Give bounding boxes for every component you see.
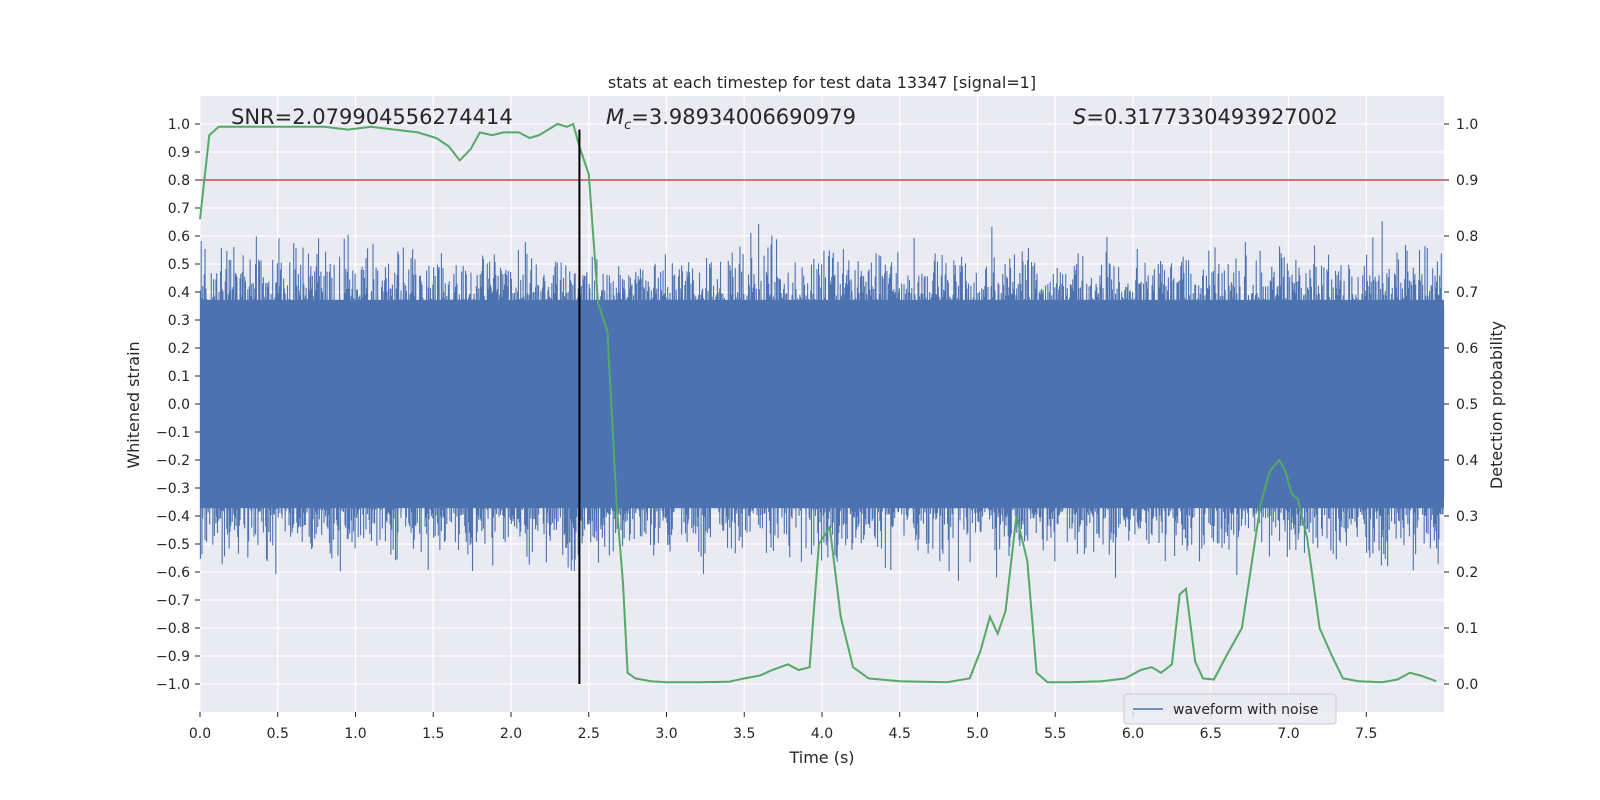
x-tick-label: 5.5 (1044, 726, 1066, 742)
y-right-tick-label: 1.0 (1456, 117, 1478, 133)
y-tick-label: −0.9 (156, 649, 190, 665)
y-tick-label: 1.0 (168, 117, 190, 133)
legend-box (1123, 693, 1337, 725)
waveform-trace (199, 221, 1445, 581)
x-tick-label: 0.0 (189, 726, 211, 742)
y-right-tick-label: 0.6 (1456, 341, 1478, 357)
x-tick-label: 4.5 (889, 726, 911, 742)
s-annotation: S=0.3177330493927002 (1073, 105, 1338, 129)
y-tick-label: 0.1 (168, 369, 190, 385)
y-tick-label: 0.6 (168, 229, 190, 245)
snr-annotation: SNR=2.079904556274414 (231, 105, 513, 129)
y-right-tick-label: 0.9 (1456, 173, 1478, 189)
s-value: =0.3177330493927002 (1086, 105, 1337, 129)
s-symbol: S (1073, 105, 1086, 129)
y-right-tick-label: 0.0 (1456, 677, 1478, 693)
x-tick-label: 5.0 (966, 726, 988, 742)
chirp-mass-annotation: Mc=3.98934006690979 (606, 105, 856, 133)
legend-label: waveform with noise (1173, 702, 1318, 718)
waveform-with-noise (199, 221, 1445, 581)
y-axis-ticks: 1.0 0.9 0.8 0.7 0.6 0.5 0.4 0.3 0.2 0.1 0.0 −0.1 −0.… (156, 117, 200, 693)
x-tick-label: 1.5 (422, 726, 444, 742)
y-tick-label: −0.2 (156, 453, 190, 469)
y-right-tick-label: 0.1 (1456, 621, 1478, 637)
x-tick-label: 0.5 (267, 726, 289, 742)
y-tick-label: −0.6 (156, 565, 190, 581)
y-tick-label: 0.9 (168, 145, 190, 161)
y-right-axis-label: Detection probability (1487, 321, 1506, 489)
x-tick-label: 6.5 (1200, 726, 1222, 742)
chart-title: stats at each timestep for test data 133… (608, 73, 1036, 92)
x-tick-label: 1.0 (344, 726, 366, 742)
y-tick-label: −0.7 (156, 593, 190, 609)
x-tick-label: 3.5 (733, 726, 755, 742)
y-right-tick-label: 0.2 (1456, 565, 1478, 581)
y-right-tick-label: 0.3 (1456, 509, 1478, 525)
y-right-tick-label: 0.4 (1456, 453, 1478, 469)
y-right-tick-label: 0.5 (1456, 397, 1478, 413)
y-tick-label: 0.2 (168, 341, 190, 357)
x-tick-label: 7.5 (1355, 726, 1377, 742)
y-right-tick-label: 0.8 (1456, 229, 1478, 245)
chirp-mass-value: =3.98934006690979 (631, 105, 856, 129)
y-tick-label: −0.3 (156, 481, 190, 497)
y-tick-label: −0.4 (156, 509, 190, 525)
x-axis-ticks: 0.0 0.5 1.0 1.5 2.0 2.5 3.0 3.5 4.0 4.5 5.0 5.5 6.0 6… (189, 712, 1377, 742)
y-tick-label: 0.7 (168, 201, 190, 217)
chirp-mass-subscript: c (624, 118, 631, 133)
detection-probability-line (199, 122, 1437, 684)
y-tick-label: −0.5 (156, 537, 190, 553)
y-axis-label: Whitened strain (124, 341, 143, 468)
y-right-tick-label: 0.7 (1456, 285, 1478, 301)
x-axis-label: Time (s) (788, 748, 854, 767)
y-tick-label: −1.0 (156, 677, 190, 693)
x-tick-label: 2.5 (578, 726, 600, 742)
chirp-mass-symbol: M (606, 105, 624, 129)
y-tick-label: 0.3 (168, 313, 190, 329)
x-tick-label: 7.0 (1277, 726, 1299, 742)
x-tick-label: 6.0 (1122, 726, 1144, 742)
y-right-axis-ticks: 1.0 0.9 0.8 0.7 0.6 0.5 0.4 0.3 0.2 0.1 0.0 (1444, 117, 1478, 693)
x-tick-label: 3.0 (655, 726, 677, 742)
y-tick-label: −0.1 (156, 425, 190, 441)
x-tick-label: 4.0 (811, 726, 833, 742)
y-tick-label: 0.5 (168, 257, 190, 273)
y-tick-label: −0.8 (156, 621, 190, 637)
y-tick-label: 0.4 (168, 285, 190, 301)
y-tick-label: 0.8 (168, 173, 190, 189)
y-tick-label: 0.0 (168, 397, 190, 413)
x-tick-label: 2.0 (500, 726, 522, 742)
legend: waveform with noise (1123, 693, 1337, 725)
